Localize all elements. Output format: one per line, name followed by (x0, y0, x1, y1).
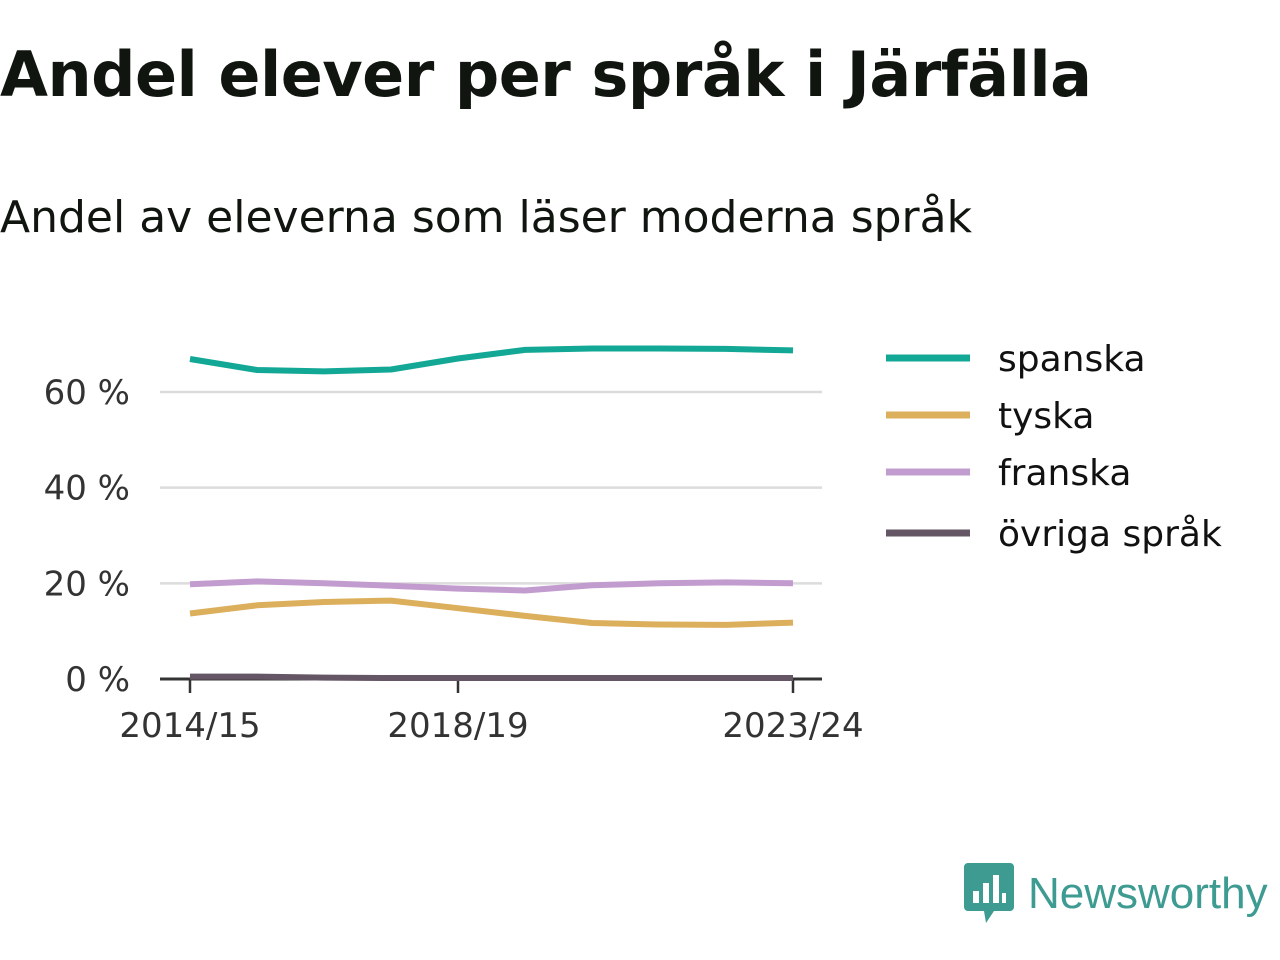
legend-label: franska (998, 453, 1131, 494)
x-tick-label: 2023/24 (722, 706, 863, 746)
chart-subtitle: Andel av eleverna som läser moderna språ… (0, 192, 973, 243)
legend-label: tyska (998, 396, 1094, 437)
chart-title: Andel elever per språk i Järfälla (0, 38, 1092, 111)
y-tick-label: 40 % (44, 469, 130, 509)
series-lines (189, 345, 794, 681)
x-axis-tick-labels: 2014/15 2018/19 2023/24 (119, 706, 863, 746)
y-tick-label: 0 % (65, 660, 130, 700)
series-line-övriga-språk (190, 673, 793, 681)
series-line-franska (189, 578, 794, 594)
grid-lines (160, 390, 822, 585)
brand-name: Newsworthy (1028, 869, 1268, 918)
series-line-tyska (189, 597, 794, 628)
y-tick-label: 60 % (44, 373, 130, 413)
brand-logo: Newsworthy (964, 862, 1268, 926)
x-tick-label: 2014/15 (119, 706, 260, 746)
x-tick-label: 2018/19 (387, 706, 528, 746)
legend-label: övriga språk (998, 514, 1222, 555)
legend: spanska tyska franska övriga språk (886, 339, 1222, 555)
x-axis (160, 677, 822, 693)
newsworthy-logo-icon (964, 863, 1014, 923)
legend-label: spanska (998, 339, 1146, 380)
series-line-spanska (189, 345, 794, 375)
y-axis-tick-labels: 0 % 20 % 40 % 60 % (44, 373, 130, 700)
y-tick-label: 20 % (44, 564, 130, 604)
